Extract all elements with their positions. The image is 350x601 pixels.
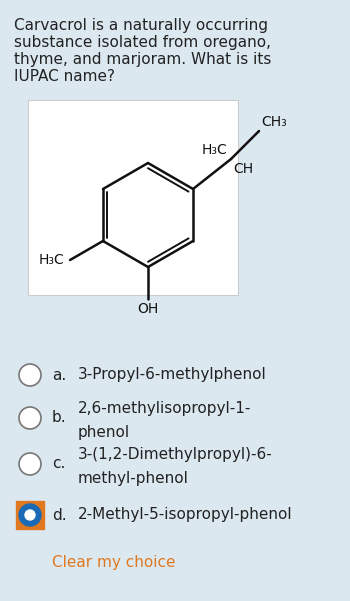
Text: H₃C: H₃C [201,143,227,157]
Text: methyl-phenol: methyl-phenol [78,471,189,486]
Circle shape [19,453,41,475]
Text: H₃C: H₃C [38,253,64,267]
Circle shape [19,364,41,386]
Text: phenol: phenol [78,424,130,439]
Text: Carvacrol is a naturally occurring: Carvacrol is a naturally occurring [14,18,268,33]
Circle shape [19,407,41,429]
Circle shape [25,510,35,520]
Text: IUPAC name?: IUPAC name? [14,69,115,84]
Text: 3-(1,2-Dimethylpropyl)-6-: 3-(1,2-Dimethylpropyl)-6- [78,447,273,462]
Text: d.: d. [52,507,66,522]
Text: substance isolated from oregano,: substance isolated from oregano, [14,35,271,50]
Text: a.: a. [52,367,66,382]
Text: CH: CH [233,162,253,176]
Text: 3-Propyl-6-methylphenol: 3-Propyl-6-methylphenol [78,367,267,382]
Bar [16,501,44,529]
Text: c.: c. [52,457,65,472]
Text: thyme, and marjoram. What is its: thyme, and marjoram. What is its [14,52,271,67]
Text: OH: OH [137,302,159,316]
Text: Clear my choice: Clear my choice [52,555,175,570]
Text: 2-Methyl-5-isopropyl-phenol: 2-Methyl-5-isopropyl-phenol [78,507,293,522]
Text: CH₃: CH₃ [261,115,287,129]
Text: b.: b. [52,410,66,426]
Text: 2,6-methylisopropyl-1-: 2,6-methylisopropyl-1- [78,400,251,415]
Bar [28,100,238,295]
Circle shape [19,504,41,526]
